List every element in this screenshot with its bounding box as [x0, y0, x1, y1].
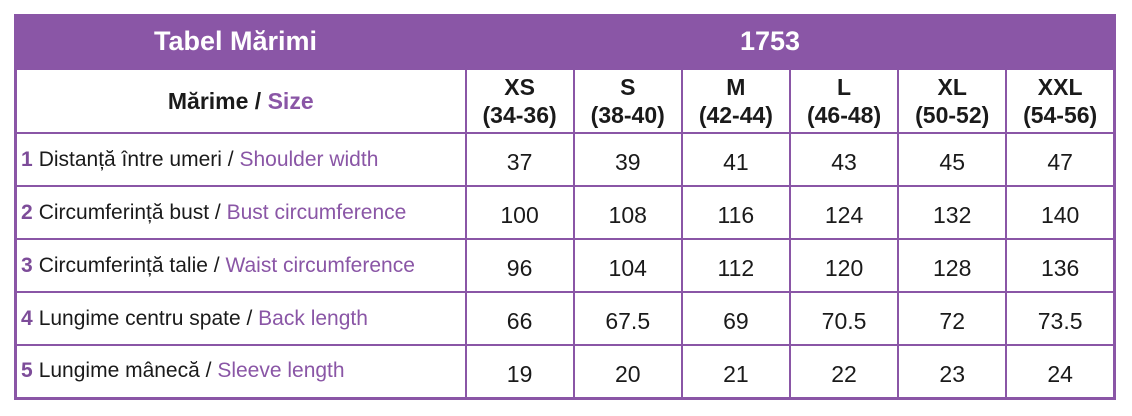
row-label-ro: Lungime mânecă — [38, 359, 200, 383]
row-label-separator: / — [240, 306, 259, 330]
table-cell: 70.5 — [788, 291, 900, 346]
table-row: 5 Lungime mânecă / Sleeve length 19 20 21 22 2… — [14, 344, 1116, 399]
size-column-label: Mărime / Size — [14, 68, 467, 134]
row-number: 2 — [21, 200, 33, 224]
row-label-ro: Lungime centru spate — [38, 306, 241, 330]
size-header-row: Mărime / Size XS (34-36) S (38-40) M (42-44… — [14, 68, 1116, 134]
table-row: 1 Distanță între umeri / Shoulder width 37… — [14, 132, 1116, 187]
size-header-xxl: XXL (54-56) — [1005, 68, 1116, 134]
row-number: 1 — [21, 147, 33, 171]
table-cell: 41 — [680, 132, 791, 187]
row-number: 5 — [21, 359, 33, 383]
table-cell: 19 — [464, 344, 575, 399]
table-cell: 66 — [464, 291, 575, 346]
table-cell: 96 — [464, 238, 575, 293]
table-cell: 37 — [464, 132, 575, 187]
table-cell: 136 — [1005, 238, 1116, 293]
table-cell: 73.5 — [1005, 291, 1116, 346]
table-cell: 47 — [1005, 132, 1116, 187]
row-label-en: Bust circumference — [226, 200, 407, 224]
size-header-xl: XL (50-52) — [897, 68, 1008, 134]
row-label-separator: / — [209, 200, 227, 224]
table-cell: 72 — [897, 291, 1008, 346]
row-label-separator: / — [221, 147, 240, 171]
row-label-en: Waist circumference — [225, 253, 415, 277]
table-title: Tabel Mărimi — [154, 25, 318, 56]
size-chart: Tabel Mărimi 1753 Mărime / Size XS (34-36… — [14, 14, 1116, 400]
row-label-en: Back length — [258, 306, 368, 330]
table-cell: 24 — [1005, 344, 1116, 399]
table-row: 4 Lungime centru spate / Back length 66 67.… — [14, 291, 1116, 346]
table-cell: 39 — [572, 132, 683, 187]
table-cell: 116 — [680, 185, 791, 240]
row-label: 2 Circumferință bust / Bust circumference — [14, 185, 467, 240]
row-label-en: Shoulder width — [239, 147, 379, 171]
row-label-ro: Circumferință bust — [38, 200, 210, 224]
row-label: 5 Lungime mânecă / Sleeve length — [14, 344, 467, 399]
size-header-m: M (42-44) — [680, 68, 791, 134]
size-header-xs: XS (34-36) — [464, 68, 575, 134]
row-label-separator: / — [207, 253, 226, 277]
table-cell: 140 — [1005, 185, 1116, 240]
row-label-ro: Distanță între umeri — [38, 147, 222, 171]
row-label-ro: Circumferință talie — [38, 253, 208, 277]
table-cell: 104 — [572, 238, 683, 293]
table-row: 2 Circumferință bust / Bust circumference… — [14, 185, 1116, 240]
row-number: 3 — [21, 253, 33, 277]
row-label-separator: / — [199, 359, 218, 383]
table-row: 3 Circumferință talie / Waist circumferen… — [14, 238, 1116, 293]
table-cell: 43 — [788, 132, 900, 187]
size-header-l: L (46-48) — [788, 68, 900, 134]
table-cell: 23 — [897, 344, 1008, 399]
row-label: 4 Lungime centru spate / Back length — [14, 291, 467, 346]
table-cell: 21 — [680, 344, 791, 399]
table-cell: 22 — [788, 344, 900, 399]
table-cell: 128 — [897, 238, 1008, 293]
row-number: 4 — [21, 306, 33, 330]
table-header-bar: Tabel Mărimi 1753 — [14, 14, 1116, 68]
table-cell: 20 — [572, 344, 683, 399]
table-cell: 108 — [572, 185, 683, 240]
table-cell: 100 — [464, 185, 575, 240]
size-table: Mărime / Size XS (34-36) S (38-40) M (42-44… — [14, 68, 1116, 400]
table-cell: 45 — [897, 132, 1008, 187]
table-cell: 67.5 — [572, 291, 683, 346]
row-label: 1 Distanță între umeri / Shoulder width — [14, 132, 467, 187]
product-code: 1753 — [739, 25, 801, 56]
table-cell: 124 — [788, 185, 900, 240]
row-label-en: Sleeve length — [217, 359, 345, 383]
row-label: 3 Circumferință talie / Waist circumferen… — [14, 238, 467, 293]
table-cell: 120 — [788, 238, 900, 293]
table-cell: 69 — [680, 291, 791, 346]
table-cell: 132 — [897, 185, 1008, 240]
table-cell: 112 — [680, 238, 791, 293]
size-header-s: S (38-40) — [572, 68, 683, 134]
